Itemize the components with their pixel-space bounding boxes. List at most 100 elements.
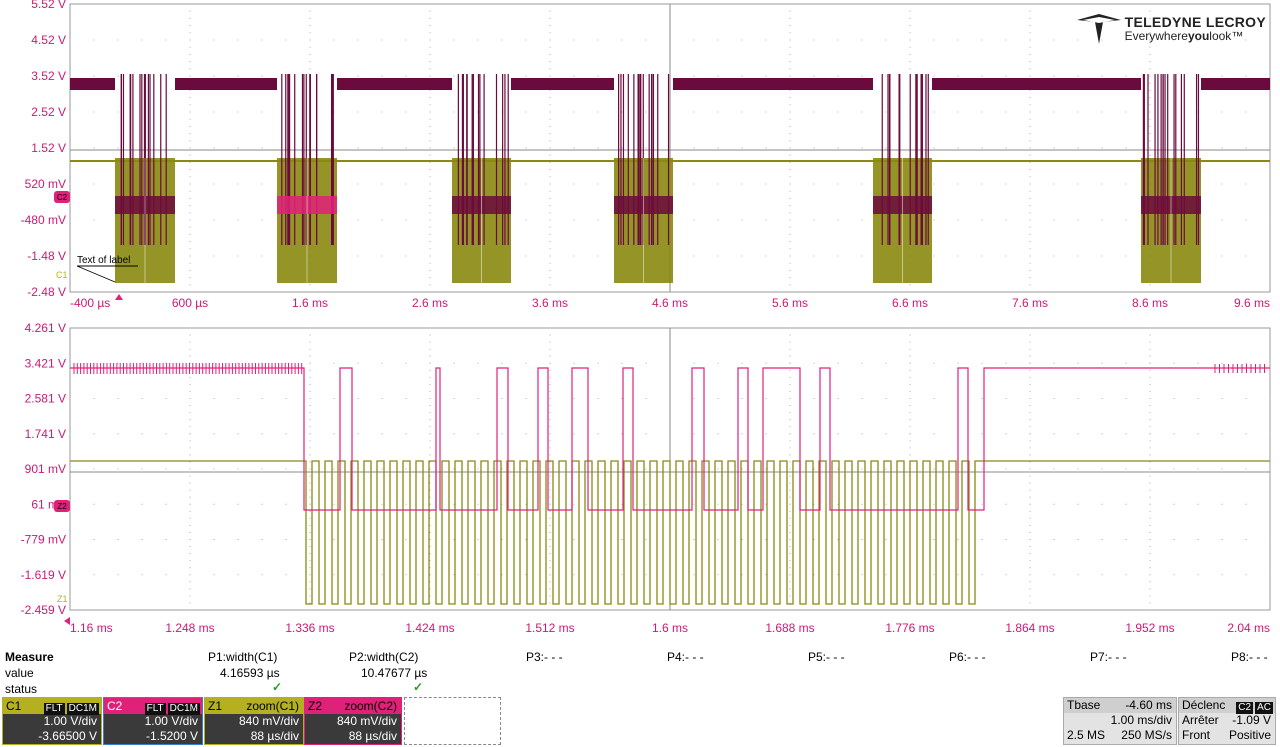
- trigger-edge: Positive: [1228, 728, 1271, 742]
- x-axis-label: 2.04 ms: [1227, 621, 1270, 635]
- x-axis-label: 7.6 ms: [1012, 296, 1048, 310]
- timebase-descriptor[interactable]: Tbase -4.60 ms 1.00 ms/div 2.5 MS 250 MS/s: [1063, 697, 1177, 745]
- measure-param-2-name[interactable]: P2:width(C2): [349, 650, 419, 664]
- y-axis-label: 4.52 V: [31, 33, 66, 47]
- x-axis-label: 1.864 ms: [1005, 621, 1054, 635]
- measure-param-2-value: 10.47677 µs: [361, 666, 428, 680]
- y-axis-label: -2.48 V: [27, 285, 66, 299]
- y-axis-label: 5.52 V: [31, 0, 66, 11]
- trigger-label: Déclenc: [1182, 698, 1226, 712]
- zoom-z2-vdiv: 840 mV/div: [336, 714, 397, 728]
- zoom-z1-tdiv: 88 µs/div: [250, 729, 299, 743]
- x-axis-label: 1.424 ms: [405, 621, 454, 635]
- measure-param-8-name[interactable]: P8:- - -: [1231, 650, 1268, 664]
- y-axis-label: 1.741 V: [25, 427, 66, 441]
- check-icon: ✓: [272, 680, 283, 694]
- zoom-z1-title: zoom(C1): [246, 699, 299, 713]
- trigger-mode: Arrêter: [1182, 713, 1219, 727]
- measure-table[interactable]: Measure value status P1:width(C1) 4.16593…: [0, 648, 1280, 696]
- measure-param-3-name[interactable]: P3:- - -: [526, 650, 563, 664]
- y-axis-label: 3.421 V: [25, 356, 66, 370]
- zoom-z1-vdiv: 840 mV/div: [238, 714, 299, 728]
- y-axis-label: 520 mV: [25, 177, 66, 191]
- x-axis-label: 600 µs: [172, 296, 208, 310]
- measure-row-value-label: value: [5, 666, 34, 680]
- y-axis-label: 1.52 V: [31, 141, 66, 155]
- x-axis-label: 2.6 ms: [412, 296, 448, 310]
- channel-c2-descriptor[interactable]: C2 FLT DC1M 1.00 V/div -1.5200 V: [103, 697, 203, 745]
- trigger-source-tag: C2: [1236, 702, 1254, 714]
- x-axis-label: 8.6 ms: [1132, 296, 1168, 310]
- channel-c1-tag-flt: FLT: [43, 703, 65, 715]
- z1-marker-text: Z1: [57, 594, 68, 604]
- channel-c1-descriptor[interactable]: C1 FLT DC1M 1.00 V/div -3.66500 V: [2, 697, 102, 745]
- measure-param-4-name[interactable]: P4:- - -: [667, 650, 704, 664]
- trigger-edge-label: Front: [1182, 728, 1211, 742]
- channel-c1-tag-dc: DC1M: [66, 703, 99, 715]
- empty-descriptor-slot[interactable]: [404, 697, 501, 745]
- zoom-grid[interactable]: 4.261 V 3.421 V 2.581 V 1.741 V 901 mV 61 mV -…: [0, 320, 1280, 638]
- measure-param-1-name[interactable]: P1:width(C1): [208, 650, 278, 664]
- x-axis-label: 1.512 ms: [525, 621, 574, 635]
- channel-c1-offset: -3.66500 V: [38, 729, 97, 743]
- x-axis-label: 5.6 ms: [772, 296, 808, 310]
- x-axis-label: 1.336 ms: [285, 621, 334, 635]
- zoom-left-arrow-icon[interactable]: [64, 617, 70, 625]
- channel-c2-tag-flt: FLT: [144, 703, 166, 715]
- teledyne-lecroy-logo: TELEDYNE LECROY Everywhereyoulook™: [1076, 14, 1266, 44]
- trigger-descriptor[interactable]: Déclenc C2 AC Arrêter -1.09 V Front Positiv…: [1178, 697, 1276, 745]
- x-axis-label: 3.6 ms: [532, 296, 568, 310]
- x-axis-label: 1.16 ms: [70, 621, 113, 635]
- zoom-z1-descriptor[interactable]: Z1 zoom(C1) 840 mV/div 88 µs/div: [204, 697, 304, 745]
- trigger-level: -1.09 V: [1232, 713, 1271, 727]
- timebase-scale: 1.00 ms/div: [1110, 713, 1172, 727]
- annotation-label[interactable]: Text of label: [77, 255, 130, 266]
- zoom-z2-descriptor[interactable]: Z2 zoom(C2) 840 mV/div 88 µs/div: [304, 697, 402, 745]
- channel-c2-vdiv: 1.00 V/div: [144, 714, 198, 728]
- y-axis-label: -2.459 V: [21, 603, 66, 617]
- x-axis-label: 1.952 ms: [1125, 621, 1174, 635]
- channel-c1-vdiv: 1.00 V/div: [43, 714, 97, 728]
- measure-param-7-name[interactable]: P7:- - -: [1090, 650, 1127, 664]
- measure-param-1-value: 4.16593 µs: [220, 666, 280, 680]
- z2-offset-marker[interactable]: [54, 500, 70, 512]
- zoom-z1-id: Z1: [208, 699, 223, 713]
- y-axis-label: 2.581 V: [25, 392, 66, 406]
- y-axis-label: -1.619 V: [21, 568, 66, 582]
- measure-title: Measure: [5, 650, 54, 664]
- timebase-offset: -4.60 ms: [1125, 698, 1172, 712]
- y-axis-label: -1.48 V: [27, 249, 66, 263]
- x-axis-label: 1.248 ms: [165, 621, 214, 635]
- logo-brand: TELEDYNE LECROY: [1124, 14, 1266, 30]
- timebase-label: Tbase: [1067, 698, 1101, 712]
- trigger-position-icon[interactable]: [115, 294, 123, 300]
- x-axis-label: 4.6 ms: [652, 296, 688, 310]
- trigger-coupling-tag: AC: [1255, 702, 1273, 714]
- channel-c2-id: C2: [107, 699, 123, 713]
- y-axis-label: -779 mV: [21, 533, 66, 547]
- y-axis-label: 2.52 V: [31, 105, 66, 119]
- y-axis-label: 901 mV: [25, 462, 66, 476]
- measure-param-6-name[interactable]: P6:- - -: [949, 650, 986, 664]
- c2-offset-marker[interactable]: [54, 191, 70, 203]
- y-axis-label: 3.52 V: [31, 69, 66, 83]
- logo-tagline: Everywhereyoulook™: [1124, 29, 1244, 43]
- c2-marker-text: C2: [57, 193, 68, 202]
- measure-row-status-label: status: [5, 682, 38, 696]
- y-axis-label: 4.261 V: [25, 321, 66, 335]
- top-grid[interactable]: 5.52 V 4.52 V 3.52 V 2.52 V 1.52 V 520 mV -480…: [0, 0, 1280, 318]
- z2-marker-text: Z2: [57, 502, 67, 511]
- channel-c1-id: C1: [6, 699, 22, 713]
- x-axis-label: 1.688 ms: [765, 621, 814, 635]
- x-axis-label: 6.6 ms: [892, 296, 928, 310]
- x-axis-label: 1.6 ms: [292, 296, 328, 310]
- c1-marker-text: C1: [56, 270, 68, 280]
- top-waveform-grid[interactable]: 5.52 V 4.52 V 3.52 V 2.52 V 1.52 V 520 mV -480…: [0, 0, 1280, 318]
- x-axis-label: 1.776 ms: [885, 621, 934, 635]
- zoom-z2-id: Z2: [308, 699, 323, 713]
- channel-c2-offset: -1.5200 V: [145, 729, 198, 743]
- x-axis-label: -400 µs: [70, 296, 110, 310]
- zoom-z2-title: zoom(C2): [344, 699, 397, 713]
- measure-param-5-name[interactable]: P5:- - -: [808, 650, 845, 664]
